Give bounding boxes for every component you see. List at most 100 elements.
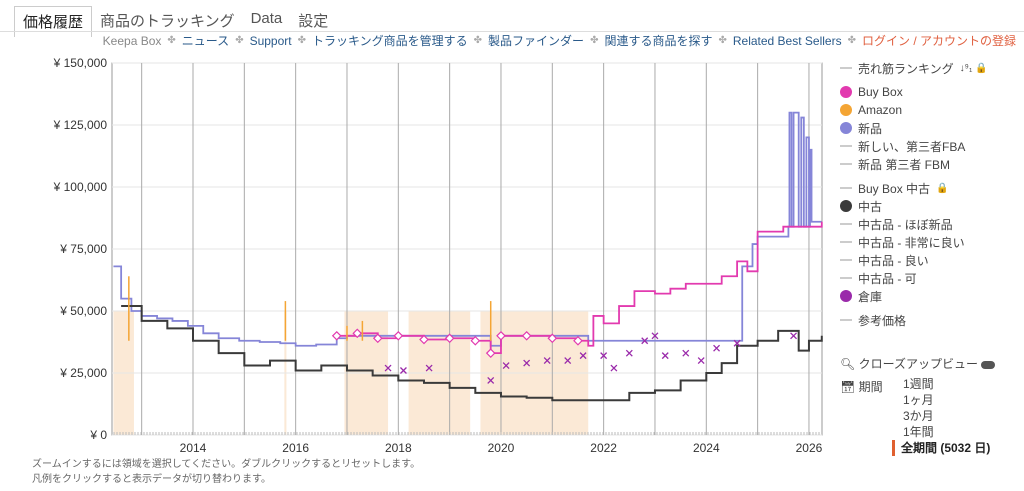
legend-item[interactable]: 中古品 - 可 [840,269,988,287]
x-tick-label: 2022 [590,441,617,455]
closeup-label: クローズアップビュー [858,357,978,371]
legend-item[interactable]: 新品 [840,119,988,137]
legend-label: 売れ筋ランキング [858,61,954,76]
legend-item[interactable]: 中古品 - ほぼ新品 [840,215,988,233]
buybox-marker [372,333,383,344]
legend-item[interactable]: 売れ筋ランキング ↓⁹₁ 🔒 [840,59,988,77]
legend-label: 倉庫 [858,289,883,304]
warehouse-point [579,352,587,360]
buybox-marker [573,335,583,346]
warehouse-point [713,344,721,352]
warehouse-point [651,332,659,340]
period-all[interactable]: 全期間 (5032 日) [892,440,990,456]
period-1year[interactable]: 1年間 [903,425,934,439]
chart-legend: 売れ筋ランキング ↓⁹₁ 🔒 Buy Box Amazon 新品新しい、第三者FBA 新品… [840,59,988,329]
legend-label: 中古品 - 非常に良い [858,235,965,250]
nav-related-products[interactable]: 関連する商品を探す [604,34,713,48]
hint-legend: 凡例をクリックすると表示データが切り替わります。 [32,474,271,485]
chart-tools: 🔍︎ クローズアップビュー 📅︎ 期間 [840,355,995,395]
legend-label: Buy Box 中古 [858,181,931,196]
period-1week[interactable]: 1週間 [903,377,934,391]
series-line-buybox [336,221,823,355]
warehouse-point [610,364,618,372]
buybox-marker [485,348,496,359]
y-tick-label: ¥ 100,000 [53,180,108,194]
warehouse-point [543,357,551,365]
legend-dot-icon [840,290,852,302]
warehouse-point [425,364,433,372]
legend-item[interactable]: 中古品 - 非常に良い [840,233,988,251]
nav-keepa-box[interactable]: Keepa Box [102,33,162,48]
legend-item[interactable]: 新品 第三者 FBM [840,155,988,173]
legend-label: 参考価格 [858,313,907,328]
x-tick-label: 2014 [180,441,207,455]
tab-data[interactable]: Data [250,10,283,27]
buybox-marker [352,328,363,339]
nav-related-best-sellers[interactable]: Related Best Sellers [732,33,842,48]
buybox-marker [444,333,455,344]
legend-label: 中古品 - 良い [858,253,929,268]
x-tick-label: 2016 [282,441,309,455]
legend-dot-icon [840,122,852,134]
tab-tracking[interactable]: 商品のトラッキング [100,13,235,30]
warehouse-point [600,352,608,360]
legend-label: 新しい、第三者FBA [858,139,966,154]
legend-item[interactable]: 倉庫 [840,287,988,305]
closeup-toggle[interactable]: 🔍︎ クローズアップビュー [840,355,995,372]
legend-line-icon [840,187,852,189]
legend-label: Buy Box [858,85,903,99]
y-tick-label: ¥ 25,000 [59,366,107,380]
x-tick-label: 2026 [796,441,823,455]
legend-item[interactable]: 新しい、第三者FBA [840,137,988,155]
legend-item[interactable]: Buy Box 中古 🔒 [840,179,988,197]
warehouse-point [564,357,572,365]
legend-item[interactable]: 参考価格 [840,311,988,329]
legend-line-icon [840,223,852,225]
x-tick-label: 2018 [385,441,412,455]
period-1month[interactable]: 1ヶ月 [903,393,934,407]
period-label: 期間 [858,380,883,394]
warehouse-point [790,332,798,340]
nav-login[interactable]: ログイン / アカウントの登録 [861,34,1016,48]
warehouse-point [523,359,531,367]
legend-label: 新品 [858,121,883,136]
legend-line-icon [840,241,852,243]
nav-support[interactable]: Support [249,33,292,48]
buybox-marker [470,335,481,346]
nav-manage-tracking[interactable]: トラッキング商品を管理する [312,34,468,48]
tab-bar: 価格履歴 商品のトラッキング Data 設定 [14,6,336,37]
tab-settings[interactable]: 設定 [298,13,329,30]
toggle-icon[interactable] [980,360,995,369]
buybox-marker [331,330,342,341]
x-tick-label: 2020 [488,441,515,455]
buybox-marker [496,330,506,341]
legend-label: 新品 第三者 FBM [858,157,950,172]
legend-item[interactable]: Buy Box [840,83,988,101]
separator-icon: ✤ [590,35,599,46]
nav-news[interactable]: ニュース [181,34,230,48]
x-tick-label: 2024 [693,441,720,455]
buybox-marker [419,334,429,345]
warehouse-point [682,349,690,357]
legend-label: Amazon [858,103,903,117]
warehouse-point [661,352,669,360]
legend-dot-icon [840,86,852,98]
y-tick-label: ¥ 50,000 [59,304,107,318]
legend-item[interactable]: 中古品 - 良い [840,251,988,269]
separator-icon: ✤ [473,35,483,46]
warehouse-point [641,337,649,345]
y-tick-label: ¥ 150,000 [53,56,108,70]
legend-dot-icon [840,200,852,212]
legend-item[interactable]: 中古 [840,197,988,215]
separator-icon: ✤ [297,35,306,46]
tab-divider [0,31,1024,32]
legend-item[interactable]: Amazon [840,101,988,119]
nav-links: Keepa Box ✤ ニュース ✤ Support ✤ トラッキング商品を管理する ✤… [103,32,1016,49]
legend-label: 中古品 - 可 [858,271,917,286]
series-line-used [121,305,823,402]
period-row: 📅︎ 期間 [840,378,995,395]
period-3months[interactable]: 3か月 [903,409,934,423]
nav-product-finder[interactable]: 製品ファインダー [488,34,585,48]
period-options: 1週間 1ヶ月 3か月 1年間 全期間 (5032 日) [892,376,990,456]
